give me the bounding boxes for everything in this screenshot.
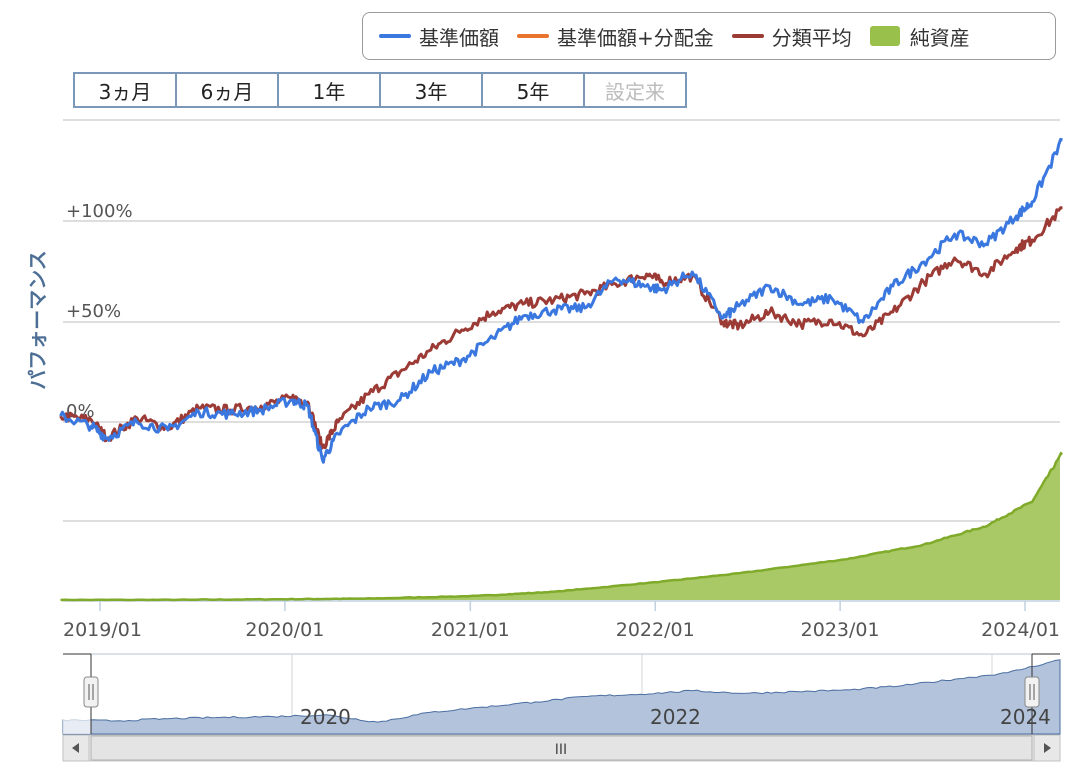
y-tick-label-1: +50%	[66, 301, 121, 322]
navigator-handle-left[interactable]	[83, 676, 99, 708]
range-selector: 3ヵ月 6ヵ月 1年 3年 5年 設定来	[73, 72, 687, 108]
net-assets-line	[60, 451, 1064, 602]
scroll-left-arrow-icon	[72, 743, 79, 753]
range-button-1y[interactable]: 1年	[278, 73, 380, 107]
legend-label-net-assets: 純資産	[909, 25, 970, 50]
scrollbar-thumb[interactable]	[90, 735, 1033, 761]
legend-swatch-nav	[379, 34, 411, 38]
legend-label-category-average: 分類平均	[771, 25, 852, 50]
range-button-since-inception: 設定来	[584, 73, 686, 107]
legend-item-net-assets[interactable]: 純資産	[869, 22, 970, 51]
scroll-right-arrow-icon	[1044, 743, 1051, 753]
navigator-label-1: 2022	[650, 705, 701, 729]
navigator-handle-right[interactable]	[1024, 676, 1040, 708]
legend-swatch-nav-plus-dividend	[517, 34, 549, 38]
legend-swatch-net-assets	[869, 26, 900, 46]
legend-item-nav-plus-dividend[interactable]: 基準価額+分配金	[517, 22, 714, 51]
navigator-handle-right-body	[1024, 676, 1040, 708]
net-assets-area	[60, 452, 1062, 600]
series-line-nav	[59, 137, 1063, 464]
x-tick-label-4: 2023/01	[801, 619, 880, 641]
legend-item-category-average[interactable]: 分類平均	[731, 22, 852, 51]
range-button-3m[interactable]: 3ヵ月	[74, 73, 176, 107]
navigator-handle-left-body	[83, 676, 99, 708]
range-button-5y[interactable]: 5年	[482, 73, 584, 107]
x-tick-label-3: 2022/01	[616, 619, 695, 641]
series-line-category-average	[59, 206, 1063, 450]
x-tick-label-1: 2020/01	[245, 619, 324, 641]
x-tick-label-2: 2021/01	[431, 619, 510, 641]
navigator-label-0: 2020	[300, 705, 351, 729]
navigator-label-2: 2024	[1000, 705, 1051, 729]
legend-label-nav-plus-dividend: 基準価額+分配金	[557, 25, 714, 50]
x-tick-label-0: 2019/01	[63, 619, 142, 641]
range-button-6m[interactable]: 6ヵ月	[176, 73, 278, 107]
scrollbar-grip: III	[555, 742, 567, 758]
navigator-series-area	[62, 659, 1061, 735]
legend-label-nav: 基準価額	[419, 25, 499, 50]
chart-legend: 基準価額 基準価額+分配金 分類平均 純資産	[362, 12, 1056, 60]
range-button-3y[interactable]: 3年	[380, 73, 482, 107]
legend-item-nav[interactable]: 基準価額	[379, 22, 499, 51]
x-tick-label-5: 2024/01	[981, 619, 1060, 641]
legend-swatch-category-average	[731, 34, 764, 38]
y-tick-label-2: +100%	[66, 201, 133, 222]
